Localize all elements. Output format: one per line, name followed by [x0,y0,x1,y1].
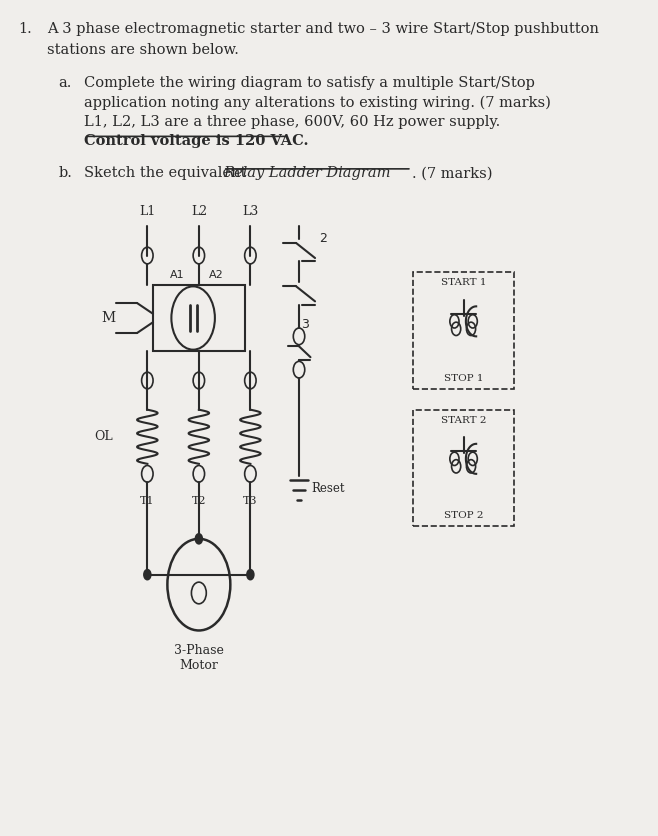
Text: STOP 1: STOP 1 [444,374,484,383]
Text: T1: T1 [140,497,155,507]
Text: Control voltage is 120 VAC.: Control voltage is 120 VAC. [84,134,309,148]
Text: Reset: Reset [312,482,345,495]
Text: a.: a. [59,76,72,90]
Text: application noting any alterations to existing wiring. (7 marks): application noting any alterations to ex… [84,95,551,110]
Text: START 2: START 2 [441,415,486,425]
Text: OL: OL [94,431,113,443]
Text: L2: L2 [191,205,207,218]
Text: 3-Phase
Motor: 3-Phase Motor [174,644,224,672]
Circle shape [195,534,202,543]
Text: T3: T3 [243,497,258,507]
Text: STOP 2: STOP 2 [444,512,484,521]
Circle shape [247,569,254,579]
Text: A1: A1 [170,270,184,280]
Text: 3: 3 [301,318,309,331]
Text: b.: b. [59,166,72,181]
Text: START 1: START 1 [441,278,486,287]
Text: Complete the wiring diagram to satisfy a multiple Start/Stop: Complete the wiring diagram to satisfy a… [84,76,535,90]
Text: L1, L2, L3 are a three phase, 600V, 60 Hz power supply.: L1, L2, L3 are a three phase, 600V, 60 H… [84,115,501,129]
Text: Relay Ladder Diagram: Relay Ladder Diagram [223,166,390,181]
Text: 1.: 1. [18,23,32,36]
Circle shape [144,569,151,579]
Text: L1: L1 [139,205,155,218]
Text: A 3 phase electromagnetic starter and two – 3 wire Start/Stop pushbutton: A 3 phase electromagnetic starter and tw… [47,23,599,36]
Text: 2: 2 [319,232,327,244]
Text: Sketch the equivalent: Sketch the equivalent [84,166,251,181]
Text: A2: A2 [209,270,224,280]
Text: M: M [102,311,116,325]
Text: T2: T2 [191,497,206,507]
Text: . (7 marks): . (7 marks) [412,166,492,181]
Text: stations are shown below.: stations are shown below. [47,43,239,57]
Text: L3: L3 [242,205,259,218]
